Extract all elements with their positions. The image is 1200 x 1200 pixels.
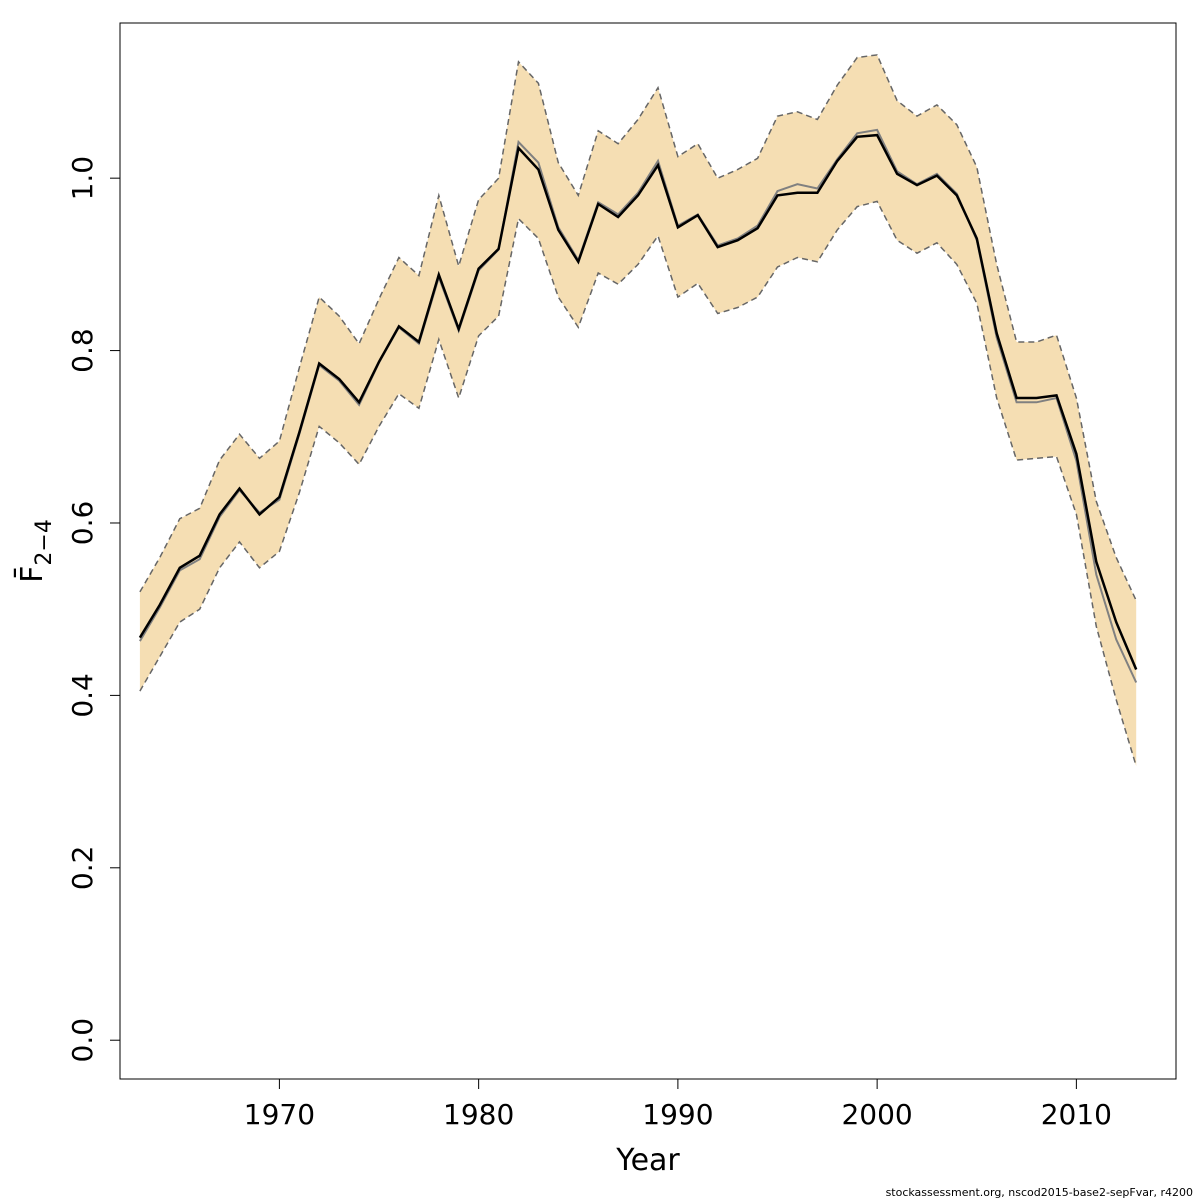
y-tick-label: 1.0: [66, 156, 99, 201]
x-axis-title: Year: [615, 1143, 680, 1178]
upper-bound-line: [139, 54, 1137, 601]
x-tick-label: 1980: [443, 1098, 514, 1131]
y-axis: 0.0 0.2 0.4 0.6 0.8 1.0: [66, 156, 120, 1063]
y-tick-label: 0.2: [66, 846, 99, 891]
x-tick-label: 1990: [642, 1098, 713, 1131]
y-axis-title-subscript: 2−4: [32, 519, 57, 565]
y-tick-label: 0.4: [66, 673, 99, 718]
y-tick-label: 0.0: [66, 1018, 99, 1063]
estimate-line: [138, 133, 1138, 670]
credit-footer: stockassessment.org, nscod2015-base2-sep…: [886, 1186, 1193, 1199]
lower-bound-line: [139, 200, 1137, 767]
y-tick-label: 0.8: [66, 328, 99, 373]
y-axis-title: F̄2−4: [14, 519, 57, 583]
x-tick-label: 1970: [244, 1098, 315, 1131]
x-tick-label: 2000: [841, 1098, 912, 1131]
confidence-band-layer: [139, 54, 1137, 767]
y-tick-label: 0.6: [66, 501, 99, 546]
y-axis-title-main: F̄: [14, 566, 50, 583]
svg-text:F̄2−4: F̄2−4: [14, 519, 57, 583]
plot-frame: [119, 22, 1177, 1080]
confidence-band: [139, 54, 1137, 767]
x-tick-label: 2010: [1041, 1098, 1112, 1131]
series-lines-layer: [138, 54, 1138, 767]
x-axis: 1970 1980 1990 2000 2010: [244, 1079, 1112, 1131]
